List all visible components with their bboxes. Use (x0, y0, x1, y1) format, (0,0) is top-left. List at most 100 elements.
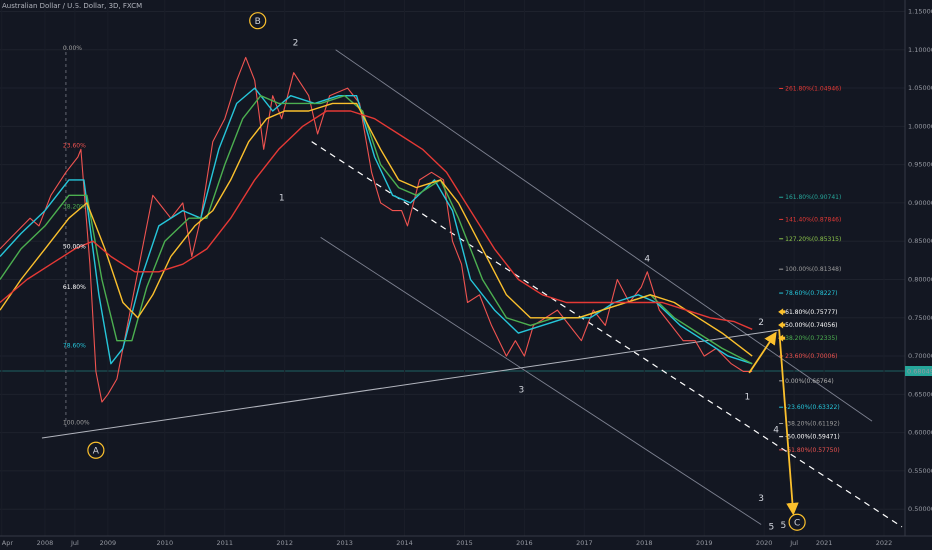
fib-pointer-icon (782, 336, 786, 340)
y-tick-label: 1.15000 (908, 7, 932, 15)
wave-label: A (93, 447, 100, 457)
fib-left-label: 23.60% (63, 142, 86, 149)
fib-pointer-icon (782, 310, 786, 314)
y-tick-label: 1.10000 (908, 46, 932, 54)
y-tick-label: 1.05000 (908, 84, 932, 92)
x-tick-label: 2015 (456, 539, 473, 547)
series-line-4 (0, 110, 753, 330)
x-tick-label: 2012 (276, 539, 293, 547)
x-tick-label: 2017 (576, 539, 593, 547)
channel-median (311, 141, 903, 528)
x-tick-label: 2019 (696, 539, 713, 547)
fib-pointer-icon (778, 308, 784, 316)
fib-left-label: 61.80% (63, 284, 86, 291)
wave-label: 5 (768, 523, 774, 533)
series-line-1 (0, 87, 753, 365)
wave-label: 4 (773, 425, 779, 435)
wave-label: B (255, 17, 261, 27)
channel-lower (320, 236, 762, 525)
fib-left-label: 50.00% (63, 244, 86, 251)
series-line-0 (0, 56, 753, 403)
x-tick-label: 2021 (816, 539, 833, 547)
series-line-2 (0, 94, 753, 365)
time-axis: Apr 2008 Jul 2009 2010 2011 2012 2013 2014 2015 20… (0, 535, 932, 550)
fib-right-label: 127.20%(0.85315) (785, 236, 841, 243)
fib-right-label: 38.20%(0.72335) (785, 335, 837, 342)
fib-right-label: 0.00%(0.66764) (785, 378, 834, 385)
x-tick-label: Jul (70, 539, 79, 547)
chart-title: Australian Dollar / U.S. Dollar, 3D, FXC… (2, 2, 143, 10)
x-tick-label: 2010 (157, 539, 174, 547)
fib-right-label: -38.20%(0.61192) (785, 421, 840, 428)
x-tick-label: 2016 (516, 539, 533, 547)
fib-right-label: 50.00%(0.74056) (785, 322, 837, 329)
fib-left-label: 100.00% (63, 420, 90, 427)
fib-pointer-icon (778, 321, 784, 329)
wave-labels: B A C 2 1 3 4 2 3 5 1 4 5 (87, 12, 806, 533)
fib-right-label: 100.00%(0.81348) (785, 266, 841, 273)
fib-left-label: 78.60% (63, 342, 86, 349)
wave-label: C (794, 519, 800, 529)
wave-label: 4 (644, 255, 650, 265)
wave-label: 5 (780, 521, 786, 531)
wave-circle (249, 12, 267, 30)
price-axis-bg (905, 0, 932, 550)
fib-right-label: 161.80%(0.90741) (785, 194, 841, 201)
fib-right-label: -50.00%(0.59471) (785, 434, 840, 441)
fib-levels: 0.00% 23.60% 38.20% 50.00% 61.80% 78.60% 100.0… (63, 45, 841, 454)
fib-left-label: 0.00% (63, 45, 82, 52)
wave-circle (788, 513, 806, 531)
wave-label: 2 (758, 318, 764, 328)
x-tick-label: 2014 (396, 539, 413, 547)
wave-label: 1 (745, 392, 751, 402)
x-tick-label: 2020 (756, 539, 773, 547)
wave-label: 1 (279, 193, 285, 203)
current-price-badge (905, 365, 932, 376)
x-tick-label: 2009 (100, 539, 117, 547)
wave-label: 2 (293, 39, 299, 49)
support-line (41, 329, 780, 439)
wave-label: 3 (758, 494, 764, 504)
fib-right-label: 141.40%(0.87846) (785, 216, 841, 223)
x-tick-label: 2022 (876, 539, 893, 547)
channel-upper (335, 49, 873, 422)
fib-right-label: -61.80%(0.57750) (785, 447, 840, 454)
series-line-3 (0, 102, 753, 357)
x-tick-label: 2013 (336, 539, 353, 547)
x-tick-label: Jul (789, 539, 798, 547)
price-series (0, 56, 753, 403)
x-tick-label: 2011 (216, 539, 233, 547)
fib-right-label: 61.80%(0.75777) (785, 309, 837, 316)
projection-arrows (748, 329, 799, 516)
wave-label: 3 (519, 385, 525, 395)
fib-left-label: 38.20% (63, 204, 86, 211)
wave-circle (87, 441, 105, 459)
fib-right-label: 23.60%(0.70006) (785, 353, 837, 360)
fib-right-label: 261.80%(1.04946) (785, 85, 841, 92)
arrow-up (748, 331, 777, 374)
x-tick-label: 2018 (636, 539, 653, 547)
grid (0, 10, 905, 510)
fib-pointer-icon (782, 323, 786, 327)
current-price-label: 0.68049 (907, 367, 932, 375)
time-axis-bg (0, 536, 932, 550)
arrow-down (778, 329, 799, 516)
fib-right-label: -23.60%(0.63322) (785, 404, 840, 411)
x-tick-label: 2008 (37, 539, 54, 547)
trend-channels (41, 45, 903, 528)
fib-right-label: 78.60%(0.78227) (785, 290, 837, 297)
x-tick-label: Apr (2, 539, 14, 547)
